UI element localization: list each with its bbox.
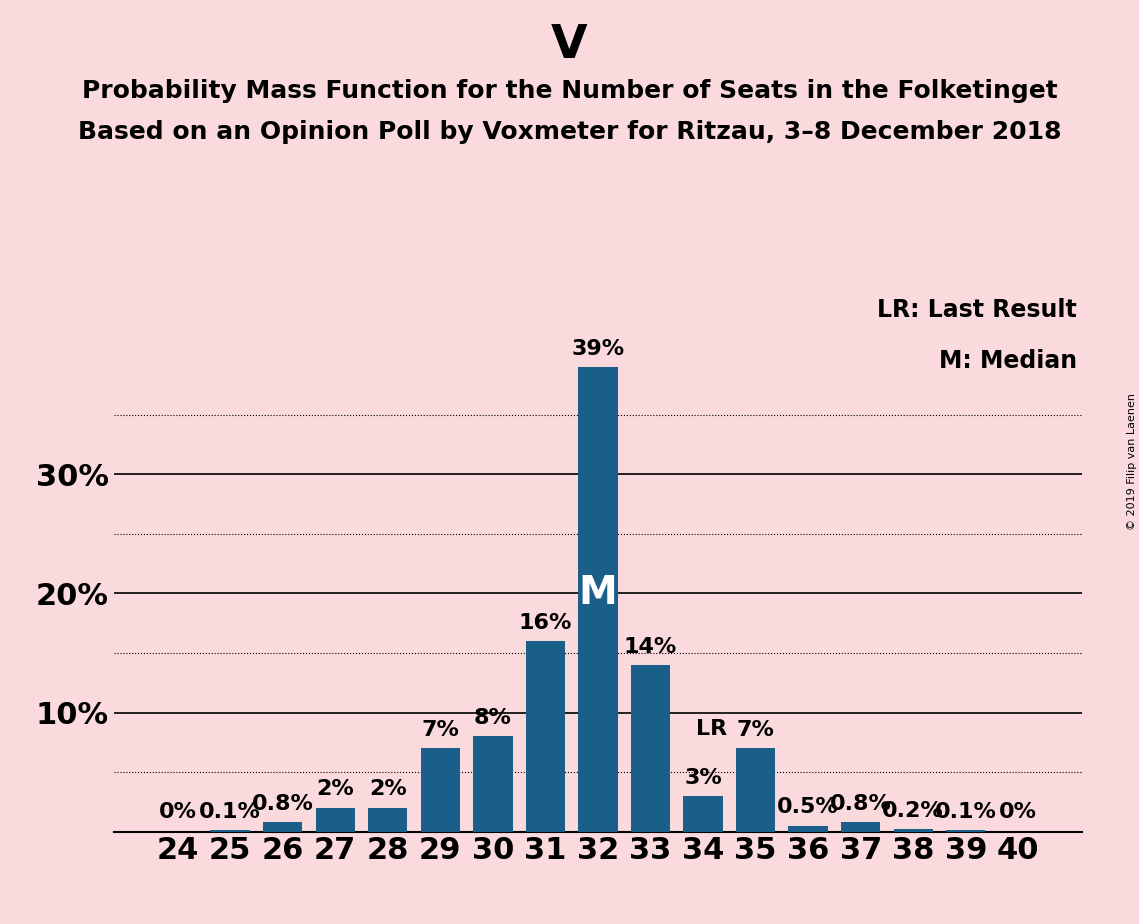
- Text: 39%: 39%: [572, 339, 624, 359]
- Text: 8%: 8%: [474, 708, 511, 728]
- Text: 0.1%: 0.1%: [199, 802, 261, 822]
- Text: 2%: 2%: [369, 780, 407, 799]
- Bar: [841, 822, 880, 832]
- Text: 7%: 7%: [421, 720, 459, 740]
- Text: 14%: 14%: [624, 637, 678, 657]
- Bar: [263, 822, 303, 832]
- Text: Based on an Opinion Poll by Voxmeter for Ritzau, 3–8 December 2018: Based on an Opinion Poll by Voxmeter for…: [77, 120, 1062, 144]
- Text: 0.8%: 0.8%: [830, 794, 892, 814]
- Text: 7%: 7%: [737, 720, 775, 740]
- Text: 2%: 2%: [317, 780, 354, 799]
- Text: LR: LR: [696, 719, 727, 738]
- Bar: [893, 829, 933, 832]
- Bar: [631, 665, 670, 832]
- Text: M: Median: M: Median: [939, 349, 1077, 373]
- Text: LR: Last Result: LR: Last Result: [877, 298, 1077, 322]
- Bar: [947, 831, 985, 832]
- Text: 3%: 3%: [685, 768, 722, 787]
- Bar: [368, 808, 408, 832]
- Text: 0.5%: 0.5%: [777, 797, 839, 818]
- Bar: [788, 826, 828, 832]
- Bar: [736, 748, 776, 832]
- Text: Probability Mass Function for the Number of Seats in the Folketinget: Probability Mass Function for the Number…: [82, 79, 1057, 103]
- Text: M: M: [579, 575, 617, 613]
- Bar: [211, 831, 249, 832]
- Text: 16%: 16%: [518, 613, 572, 633]
- Text: 0%: 0%: [158, 802, 197, 822]
- Bar: [473, 736, 513, 832]
- Text: 0.8%: 0.8%: [252, 794, 313, 814]
- Bar: [579, 367, 617, 832]
- Text: © 2019 Filip van Laenen: © 2019 Filip van Laenen: [1126, 394, 1137, 530]
- Text: 0.2%: 0.2%: [883, 801, 944, 821]
- Bar: [683, 796, 723, 832]
- Bar: [316, 808, 355, 832]
- Text: 0%: 0%: [999, 802, 1038, 822]
- Text: V: V: [551, 23, 588, 68]
- Bar: [526, 641, 565, 832]
- Text: 0.1%: 0.1%: [935, 802, 997, 822]
- Bar: [420, 748, 460, 832]
